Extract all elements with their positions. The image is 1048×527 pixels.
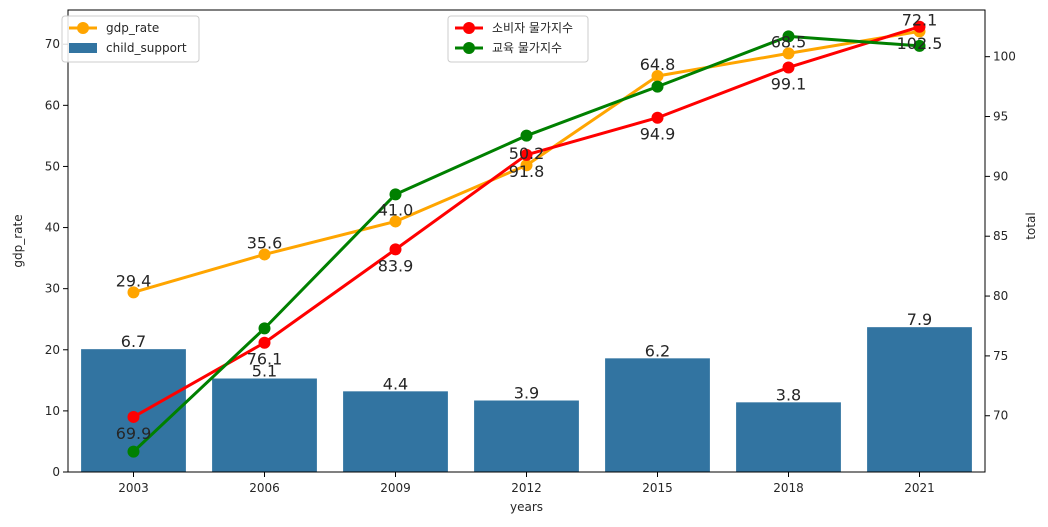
point-value-label: 64.8	[640, 55, 676, 74]
bar-2012	[474, 400, 579, 472]
y-axis-right-title: total	[1024, 212, 1038, 239]
y-right-tick-label: 75	[993, 349, 1008, 363]
x-tick-label: 2006	[249, 481, 280, 495]
y-left-tick-label: 30	[45, 282, 60, 296]
point-value-label: 76.1	[247, 350, 283, 369]
point-value-label: 35.6	[247, 233, 283, 252]
y-right-tick-label: 70	[993, 409, 1008, 423]
x-axis-title: years	[510, 500, 543, 514]
bar-value-label: 3.9	[514, 384, 539, 403]
series-point-1	[127, 410, 140, 423]
bar-value-label: 6.2	[645, 341, 670, 360]
y-right-tick-label: 80	[993, 289, 1008, 303]
series-point-2	[913, 39, 926, 52]
series-point-2	[782, 30, 795, 43]
legend-swatch-marker	[463, 42, 475, 54]
x-tick-label: 2015	[642, 481, 673, 495]
series-point-1	[651, 111, 664, 124]
series-point-1	[782, 61, 795, 74]
series-point-2	[651, 80, 664, 93]
legend-swatch-bar	[69, 43, 97, 53]
y-left-tick-label: 70	[45, 37, 60, 51]
x-tick-label: 2021	[904, 481, 935, 495]
bar-value-label: 5.1	[252, 362, 277, 381]
bar-value-label: 6.7	[121, 332, 146, 351]
point-value-label: 50.2	[509, 144, 545, 163]
point-value-label: 99.1	[771, 74, 807, 93]
y-left-tick-label: 10	[45, 404, 60, 418]
legend-swatch-marker	[463, 22, 475, 34]
x-tick-label: 2018	[773, 481, 804, 495]
bar-value-label: 4.4	[383, 374, 408, 393]
legend-left: gdp_rate child_support	[61, 15, 200, 63]
series-point-0	[389, 215, 402, 228]
x-tick-label: 2009	[380, 481, 411, 495]
point-value-label: 94.9	[640, 125, 676, 144]
y-left-tick-label: 40	[45, 221, 60, 235]
series-point-0	[258, 248, 271, 261]
series-point-0	[520, 159, 533, 172]
series-point-2	[258, 322, 271, 335]
bar-value-label: 3.8	[776, 385, 801, 404]
y-axis-left-title: gdp_rate	[11, 214, 25, 267]
series-point-1	[389, 243, 402, 256]
y-left-tick-label: 50	[45, 159, 60, 173]
series-point-2	[389, 188, 402, 201]
series-point-2	[127, 445, 140, 458]
series-point-0	[651, 70, 664, 82]
y-right-tick-label: 85	[993, 229, 1008, 243]
series-point-2	[520, 129, 533, 142]
point-value-label: 91.8	[509, 162, 545, 181]
y-left-tick-label: 60	[45, 98, 60, 112]
x-tick-label: 2003	[118, 481, 149, 495]
point-value-label: 69.9	[116, 424, 152, 443]
series-point-0	[782, 47, 795, 60]
bar-2009	[343, 391, 448, 472]
bar-2021	[867, 327, 972, 472]
point-value-label: 83.9	[378, 256, 414, 275]
y-right-tick-label: 95	[993, 110, 1008, 124]
point-value-label: 102.5	[897, 34, 943, 53]
y-right-tick-label: 90	[993, 169, 1008, 183]
legend-label: 교육 물가지수	[492, 41, 562, 55]
point-value-label: 29.4	[116, 271, 152, 290]
y-left-tick-label: 20	[45, 343, 60, 357]
bar-value-label: 7.9	[907, 310, 932, 329]
point-value-label: 68.5	[771, 32, 807, 51]
bar-2018	[736, 402, 841, 472]
legend-label: child_support	[106, 41, 187, 55]
series-point-0	[127, 286, 140, 299]
bar-2006	[212, 378, 317, 472]
legend-label: 소비자 물가지수	[492, 21, 573, 35]
legend-label: gdp_rate	[106, 21, 159, 35]
legend-swatch-marker	[77, 22, 89, 34]
series-point-1	[258, 336, 271, 349]
point-value-label: 41.0	[378, 200, 414, 219]
bar-2015	[605, 358, 710, 472]
point-value-label: 72.1	[902, 10, 938, 29]
y-right-tick-label: 100	[993, 50, 1016, 64]
x-tick-label: 2012	[511, 481, 542, 495]
series-point-1	[520, 148, 533, 161]
y-left-tick-label: 0	[52, 465, 60, 479]
series-point-1	[913, 20, 926, 33]
